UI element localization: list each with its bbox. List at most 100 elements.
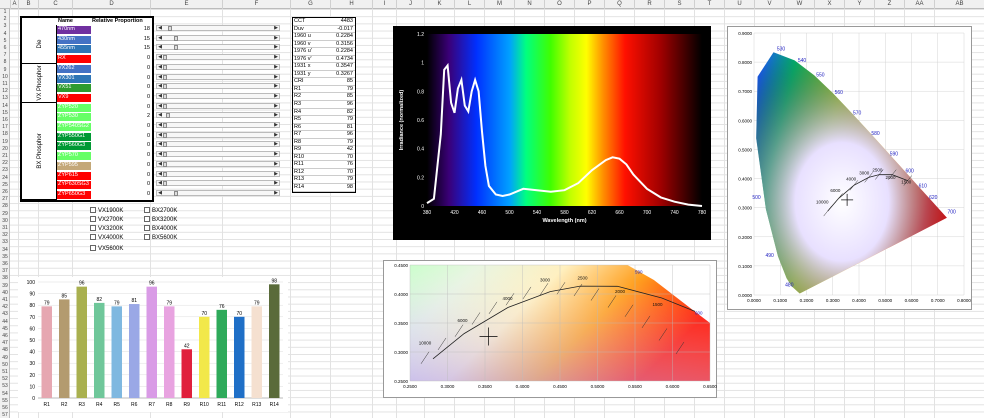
slider-right-arrow[interactable]: ▶: [274, 160, 278, 167]
metric-label: R5: [294, 116, 302, 123]
slider-right-arrow[interactable]: ▶: [274, 170, 278, 177]
row-header: 19: [2, 138, 8, 145]
proportion-slider[interactable]: ◀ ▶: [156, 122, 280, 128]
preset-checkbox[interactable]: VX5600K: [90, 245, 123, 253]
slider-right-arrow[interactable]: ▶: [274, 180, 278, 187]
slider-right-arrow[interactable]: ▶: [274, 92, 278, 99]
slider-thumb[interactable]: [163, 181, 167, 187]
slider-left-arrow[interactable]: ◀: [158, 131, 162, 138]
proportion-slider[interactable]: ◀ ▶: [156, 160, 280, 167]
slider-right-arrow[interactable]: ▶: [274, 189, 278, 196]
slider-right-arrow[interactable]: ▶: [274, 44, 278, 51]
slider-right-arrow[interactable]: ▶: [274, 83, 278, 90]
proportion-slider[interactable]: ◀ ▶: [156, 141, 280, 148]
slider-left-arrow[interactable]: ◀: [158, 180, 162, 187]
slider-thumb[interactable]: [163, 152, 167, 158]
proportion-slider[interactable]: ◀ ▶: [156, 180, 280, 187]
row-header: 42: [2, 304, 8, 311]
metric-row: R1 79: [293, 86, 355, 94]
slider-left-arrow[interactable]: ◀: [158, 102, 162, 109]
slider-right-arrow[interactable]: ▶: [274, 34, 278, 41]
led-name: 455nm: [57, 45, 91, 54]
proportion-slider[interactable]: ◀ ▶: [156, 131, 280, 138]
proportion-slider[interactable]: ◀ ▶: [156, 189, 280, 196]
proportion-slider[interactable]: ◀ ▶: [156, 73, 280, 80]
slider-thumb[interactable]: [173, 190, 178, 196]
slider-thumb[interactable]: [163, 64, 167, 70]
slider-thumb[interactable]: [163, 74, 167, 80]
proportion-slider[interactable]: ◀ ▶: [156, 34, 280, 41]
slider-right-arrow[interactable]: ▶: [274, 112, 278, 119]
slider-right-arrow[interactable]: ▶: [274, 54, 278, 61]
checkbox-box[interactable]: [90, 225, 96, 231]
slider-left-arrow[interactable]: ◀: [158, 170, 162, 177]
proportion-slider[interactable]: ◀ ▶: [156, 44, 280, 51]
slider-left-arrow[interactable]: ◀: [158, 141, 162, 148]
slider-left-arrow[interactable]: ◀: [158, 54, 162, 61]
slider-thumb[interactable]: [163, 123, 167, 128]
preset-checkbox[interactable]: BX4000K: [144, 225, 177, 233]
checkbox-box[interactable]: [144, 225, 150, 231]
proportion-slider[interactable]: ◀ ▶: [156, 112, 280, 119]
slider-left-arrow[interactable]: ◀: [158, 92, 162, 99]
slider-right-arrow[interactable]: ▶: [274, 151, 278, 158]
proportion-slider[interactable]: ◀ ▶: [156, 25, 280, 31]
slider-thumb[interactable]: [163, 103, 167, 109]
checkbox-box[interactable]: [144, 207, 150, 213]
preset-checkbox[interactable]: BX5600K: [144, 234, 177, 242]
slider-right-arrow[interactable]: ▶: [274, 122, 278, 128]
proportion-slider[interactable]: ◀ ▶: [156, 63, 280, 70]
slider-thumb[interactable]: [163, 55, 167, 61]
checkbox-box[interactable]: [144, 216, 150, 222]
slider-left-arrow[interactable]: ◀: [158, 160, 162, 167]
slider-left-arrow[interactable]: ◀: [158, 189, 162, 196]
slider-left-arrow[interactable]: ◀: [158, 122, 162, 128]
checkbox-box[interactable]: [90, 234, 96, 240]
slider-right-arrow[interactable]: ▶: [274, 131, 278, 138]
slider-thumb[interactable]: [163, 93, 167, 99]
proportion-slider[interactable]: ◀ ▶: [156, 170, 280, 177]
slider-left-arrow[interactable]: ◀: [158, 25, 162, 31]
slider-left-arrow[interactable]: ◀: [158, 83, 162, 90]
preset-checkbox[interactable]: VX1900K: [90, 207, 123, 215]
bar: [41, 306, 52, 398]
led-proportion: 0: [146, 93, 150, 100]
slider-right-arrow[interactable]: ▶: [274, 141, 278, 148]
slider-left-arrow[interactable]: ◀: [158, 44, 162, 51]
checkbox-box[interactable]: [90, 216, 96, 222]
preset-checkbox[interactable]: BX2700K: [144, 207, 177, 215]
preset-checkbox[interactable]: VX3200K: [90, 225, 123, 233]
checkbox-box[interactable]: [90, 245, 96, 251]
preset-checkbox[interactable]: BX3200K: [144, 216, 177, 224]
slider-thumb[interactable]: [168, 26, 173, 31]
metric-value: 96: [346, 131, 353, 138]
slider-thumb[interactable]: [163, 132, 167, 138]
checkbox-box[interactable]: [144, 234, 150, 240]
slider-left-arrow[interactable]: ◀: [158, 112, 162, 119]
slider-thumb[interactable]: [163, 171, 167, 177]
slider-thumb[interactable]: [163, 142, 167, 148]
slider-right-arrow[interactable]: ▶: [274, 73, 278, 80]
preset-checkbox[interactable]: VX2700K: [90, 216, 123, 224]
group-label: VX Phosphor: [22, 64, 57, 103]
proportion-slider[interactable]: ◀ ▶: [156, 151, 280, 158]
proportion-slider[interactable]: ◀ ▶: [156, 54, 280, 61]
slider-thumb[interactable]: [166, 113, 171, 119]
slider-thumb[interactable]: [173, 35, 178, 41]
slider-left-arrow[interactable]: ◀: [158, 34, 162, 41]
slider-thumb[interactable]: [173, 45, 178, 51]
proportion-slider[interactable]: ◀ ▶: [156, 92, 280, 99]
slider-thumb[interactable]: [163, 161, 167, 167]
bar: [199, 316, 210, 398]
slider-left-arrow[interactable]: ◀: [158, 151, 162, 158]
proportion-slider[interactable]: ◀ ▶: [156, 83, 280, 90]
preset-checkbox[interactable]: VX4000K: [90, 234, 123, 242]
slider-right-arrow[interactable]: ▶: [274, 63, 278, 70]
checkbox-box[interactable]: [90, 207, 96, 213]
slider-left-arrow[interactable]: ◀: [158, 73, 162, 80]
slider-thumb[interactable]: [163, 84, 167, 90]
slider-left-arrow[interactable]: ◀: [158, 63, 162, 70]
slider-right-arrow[interactable]: ▶: [274, 102, 278, 109]
proportion-slider[interactable]: ◀ ▶: [156, 102, 280, 109]
slider-right-arrow[interactable]: ▶: [274, 25, 278, 31]
